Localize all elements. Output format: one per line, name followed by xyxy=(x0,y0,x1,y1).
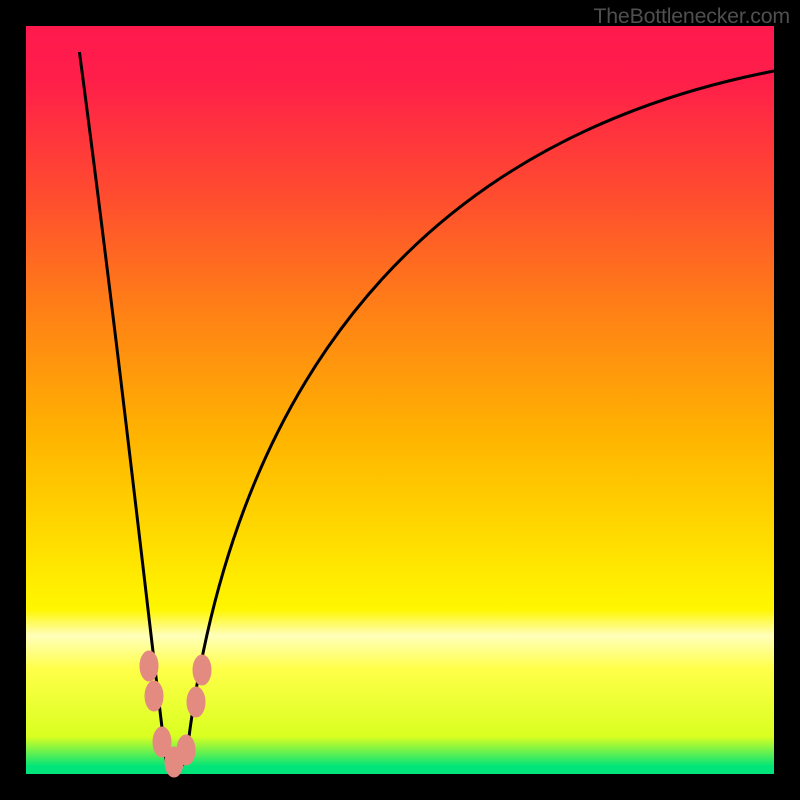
chart-frame: TheBottlenecker.com xyxy=(0,0,800,800)
bottleneck-chart xyxy=(0,0,800,800)
